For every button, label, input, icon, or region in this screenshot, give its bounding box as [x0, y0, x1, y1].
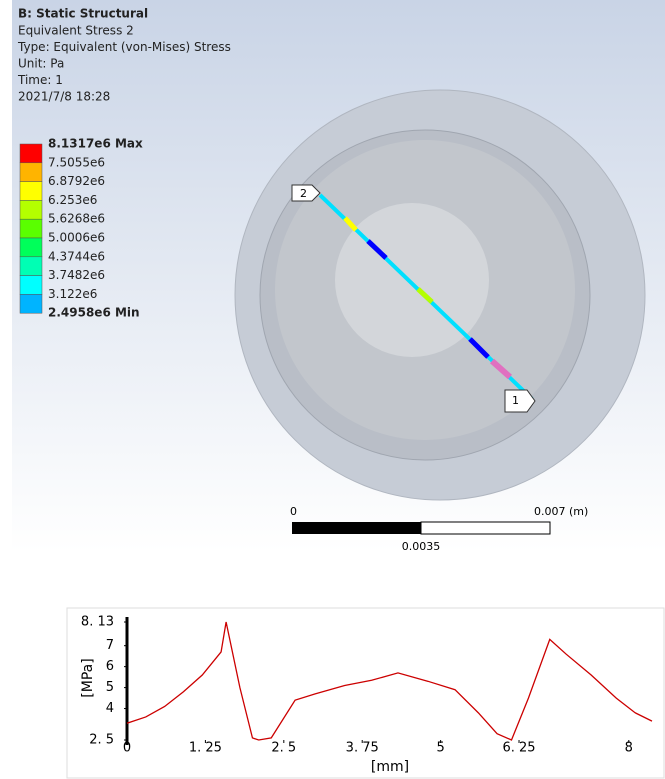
- scale-start: 0: [290, 505, 297, 518]
- y-tick-label: 5: [106, 680, 114, 695]
- legend-swatch: [20, 144, 42, 163]
- y-tick-label: 4: [106, 701, 114, 716]
- legend-swatch: [20, 163, 42, 182]
- legend-label: 4.3744e6: [48, 249, 105, 263]
- header-line: 2021/7/8 18:28: [18, 90, 110, 104]
- probe-label: 2: [300, 187, 307, 200]
- legend-label: 3.7482e6: [48, 268, 105, 282]
- y-axis-label: [MPa]: [80, 658, 96, 697]
- y-tick-label: 6: [106, 659, 114, 674]
- page: 2 1 B: Static Structural Equivalent Stre…: [0, 0, 665, 779]
- legend-label: 8.1317e6 Max: [48, 137, 143, 151]
- legend-swatch: [20, 182, 42, 201]
- scale-middle: 0.0035: [402, 540, 441, 553]
- scale-end: 0.007 (m): [534, 505, 588, 518]
- legend-label: 3.122e6: [48, 287, 97, 301]
- legend-label: 2.4958e6 Min: [48, 306, 140, 320]
- legend-label: 6.253e6: [48, 193, 97, 207]
- y-tick-label: 8. 13: [81, 615, 114, 630]
- legend-label: 5.0006e6: [48, 231, 105, 245]
- scale-bar-white: [421, 522, 550, 534]
- legend-swatch: [20, 257, 42, 276]
- legend-swatch: [20, 200, 42, 219]
- y-tick-label: 7: [106, 638, 114, 653]
- header-line: Time: 1: [17, 73, 63, 87]
- header-line: Unit: Pa: [18, 57, 64, 71]
- probe-label: 1: [512, 394, 519, 407]
- x-axis-label: [mm]: [371, 759, 409, 775]
- header-line: Equivalent Stress 2: [18, 24, 134, 38]
- model: 2 1: [235, 90, 645, 500]
- legend-swatch: [20, 294, 42, 313]
- legend-swatch: [20, 276, 42, 295]
- legend-swatch: [20, 238, 42, 257]
- legend-label: 6.8792e6: [48, 174, 105, 188]
- y-tick-label: 2. 5: [89, 733, 114, 748]
- header-line: Type: Equivalent (von-Mises) Stress: [17, 40, 231, 54]
- scale-bar-black: [292, 522, 421, 534]
- legend-label: 7.5055e6: [48, 155, 105, 169]
- legend-swatch: [20, 219, 42, 238]
- legend-label: 5.6268e6: [48, 212, 105, 226]
- header-title: B: Static Structural: [18, 7, 148, 21]
